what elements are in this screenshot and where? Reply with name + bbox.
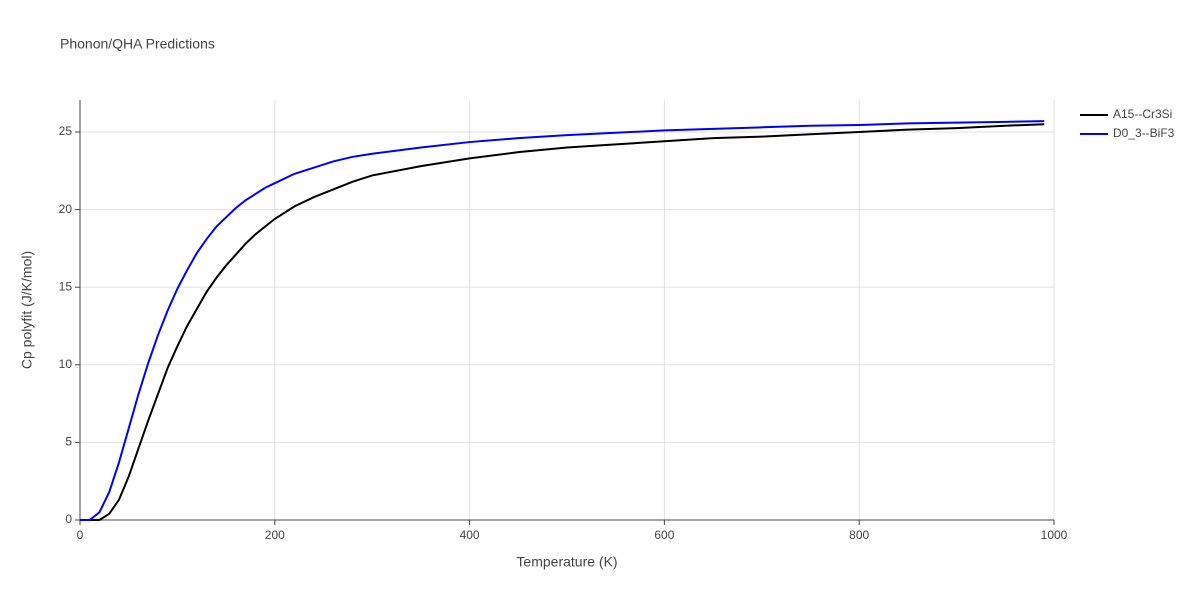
- y-tick-label: 10: [59, 357, 73, 371]
- x-tick-label: 200: [265, 528, 285, 542]
- y-tick-label: 25: [59, 124, 73, 138]
- legend-label: A15--Cr3Si: [1113, 107, 1172, 121]
- series-line: [80, 120, 1045, 521]
- x-tick-label: 800: [849, 528, 869, 542]
- x-tick-label: 600: [654, 528, 674, 542]
- x-tick-label: 1000: [1041, 528, 1068, 542]
- legend-label: D0_3--BiF3: [1113, 126, 1175, 140]
- x-axis-title: Temperature (K): [516, 554, 617, 570]
- y-axis-title: Cp polyfit (J/K/mol): [19, 251, 35, 369]
- y-tick-label: 20: [59, 202, 73, 216]
- y-tick-label: 0: [65, 512, 72, 526]
- y-tick-label: 15: [59, 279, 73, 293]
- x-tick-label: 0: [77, 528, 84, 542]
- series-line: [80, 123, 1045, 521]
- x-tick-label: 400: [460, 528, 480, 542]
- y-tick-label: 5: [65, 435, 72, 449]
- chart-title: Phonon/QHA Predictions: [60, 36, 215, 52]
